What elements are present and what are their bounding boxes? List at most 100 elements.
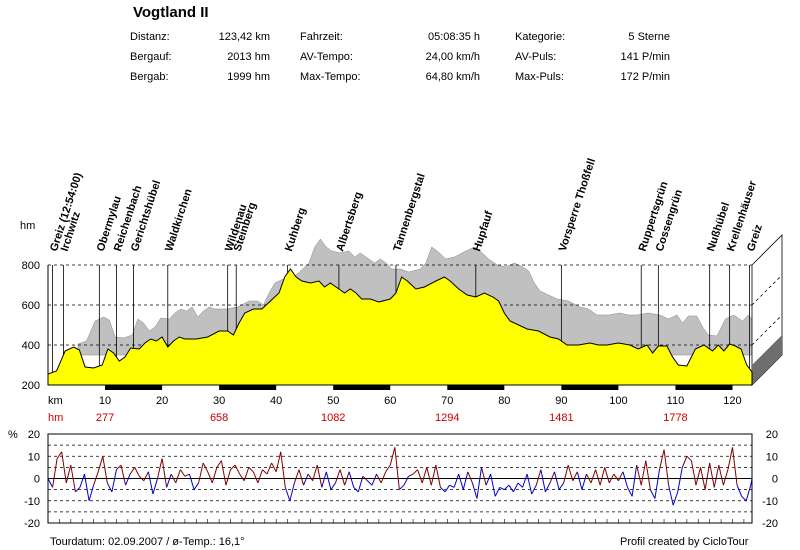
gradient-segment bbox=[590, 469, 597, 484]
elevation-y-tick-label: 400 bbox=[22, 340, 40, 352]
elevation-x-tick-label: 100 bbox=[609, 395, 627, 407]
place-label: Hupfauf bbox=[471, 209, 495, 253]
gradient-segment bbox=[102, 456, 108, 484]
gradient-segment bbox=[663, 449, 670, 486]
elevation-x-tick-label: 30 bbox=[213, 395, 225, 407]
gradient-segment bbox=[499, 486, 505, 491]
gradient-segment bbox=[736, 484, 743, 497]
gradient-segment bbox=[307, 473, 314, 482]
gradient-segment bbox=[207, 471, 213, 484]
gradient-segment bbox=[613, 473, 619, 482]
gradient-segment bbox=[248, 467, 254, 473]
gradient-segment bbox=[513, 482, 519, 493]
gradient-segment bbox=[230, 464, 236, 470]
gradient-segment bbox=[75, 487, 81, 493]
gradient-y-tick-left: -20 bbox=[24, 518, 40, 530]
footer-credit: Profil created by CicloTour bbox=[620, 536, 749, 548]
gradient-segment bbox=[357, 476, 364, 492]
gradient-segment bbox=[353, 487, 359, 493]
km-scale-segment bbox=[219, 385, 277, 390]
place-label: Greiz bbox=[745, 223, 765, 253]
gradient-segment bbox=[106, 482, 113, 493]
stat-value: 123,42 km bbox=[218, 31, 270, 43]
climb-value: 1778 bbox=[663, 412, 687, 424]
elevation-y-tick-label: 800 bbox=[22, 260, 40, 272]
gradient-segment bbox=[257, 469, 263, 484]
climb-value: 1294 bbox=[435, 412, 459, 424]
gradient-segment bbox=[394, 447, 400, 490]
tour-title: Vogtland II bbox=[133, 4, 209, 21]
chart-side-floor bbox=[752, 335, 782, 385]
gradient-segment bbox=[503, 484, 510, 490]
gradient-y-tick-right: -10 bbox=[762, 496, 778, 508]
gradient-segment bbox=[380, 471, 387, 484]
gradient-segment bbox=[640, 460, 647, 486]
gradient-y-tick-left: 0 bbox=[34, 474, 40, 486]
gradient-segment bbox=[138, 475, 145, 482]
gradient-segment bbox=[321, 471, 327, 488]
gradient-segment bbox=[52, 458, 58, 488]
gradient-y-tick-left: 20 bbox=[28, 429, 40, 441]
gradient-segment bbox=[681, 456, 688, 468]
gradient-segment bbox=[403, 476, 409, 486]
gradient-segment bbox=[120, 465, 127, 486]
gradient-segment bbox=[202, 462, 209, 473]
elevation-x-tick-label: 40 bbox=[270, 395, 282, 407]
gradient-segment bbox=[188, 473, 195, 490]
gradient-y-tick-left: -10 bbox=[24, 496, 40, 508]
gradient-segment bbox=[517, 482, 523, 488]
gradient-segment bbox=[367, 480, 373, 486]
gradient-segment bbox=[426, 467, 432, 486]
gradient-segment bbox=[412, 469, 418, 475]
gradient-segment bbox=[170, 473, 177, 484]
gradient-segment bbox=[143, 471, 149, 481]
gradient-segment bbox=[371, 473, 378, 486]
gradient-segment bbox=[61, 451, 67, 484]
gradient-segment bbox=[549, 471, 555, 484]
gradient-segment bbox=[471, 482, 478, 499]
gradient-segment bbox=[88, 485, 95, 501]
gradient-segment bbox=[316, 465, 323, 488]
stat-value: 24,00 km/h bbox=[425, 51, 480, 63]
gradient-segment bbox=[262, 469, 268, 475]
side-gridline bbox=[751, 274, 783, 306]
gradient-y-tick-right: 10 bbox=[766, 451, 778, 463]
gradient-segment bbox=[627, 487, 633, 497]
gradient-y-tick-left: 10 bbox=[28, 451, 40, 463]
gradient-segment bbox=[252, 471, 259, 484]
gradient-segment bbox=[134, 467, 140, 477]
gradient-segment bbox=[686, 455, 692, 462]
stat-label: Max-Tempo: bbox=[300, 71, 361, 83]
gradient-segment bbox=[198, 462, 204, 484]
gradient-segment bbox=[70, 465, 76, 492]
gradient-segment bbox=[65, 465, 72, 484]
stat-label: AV-Puls: bbox=[515, 51, 557, 63]
stat-value: 2013 hm bbox=[227, 51, 270, 63]
gradient-segment bbox=[399, 484, 405, 490]
place-label: Albertsberg bbox=[334, 190, 364, 252]
gradient-segment bbox=[161, 458, 168, 488]
gradient-segment bbox=[79, 473, 85, 488]
gradient-segment bbox=[444, 484, 450, 493]
stat-label: Bergauf: bbox=[130, 51, 172, 63]
gradient-segment bbox=[558, 482, 565, 490]
gradient-segment bbox=[741, 495, 747, 502]
elevation-x-tick-label: 110 bbox=[667, 395, 685, 407]
gradient-segment bbox=[147, 471, 154, 495]
gradient-segment bbox=[750, 478, 753, 486]
gradient-segment bbox=[116, 464, 122, 470]
gradient-segment bbox=[481, 467, 487, 486]
gradient-segment bbox=[622, 471, 629, 488]
km-scale-segment bbox=[561, 385, 619, 390]
gradient-segment bbox=[179, 469, 186, 477]
gradient-segment bbox=[490, 473, 496, 497]
gradient-segment bbox=[175, 469, 181, 484]
gradient-segment bbox=[453, 473, 460, 488]
gradient-segment bbox=[234, 464, 241, 475]
gradient-segment bbox=[93, 471, 99, 486]
gradient-segment bbox=[449, 484, 455, 488]
gradient-segment bbox=[567, 465, 574, 481]
gradient-segment bbox=[572, 471, 578, 481]
gradient-segment bbox=[243, 467, 250, 481]
